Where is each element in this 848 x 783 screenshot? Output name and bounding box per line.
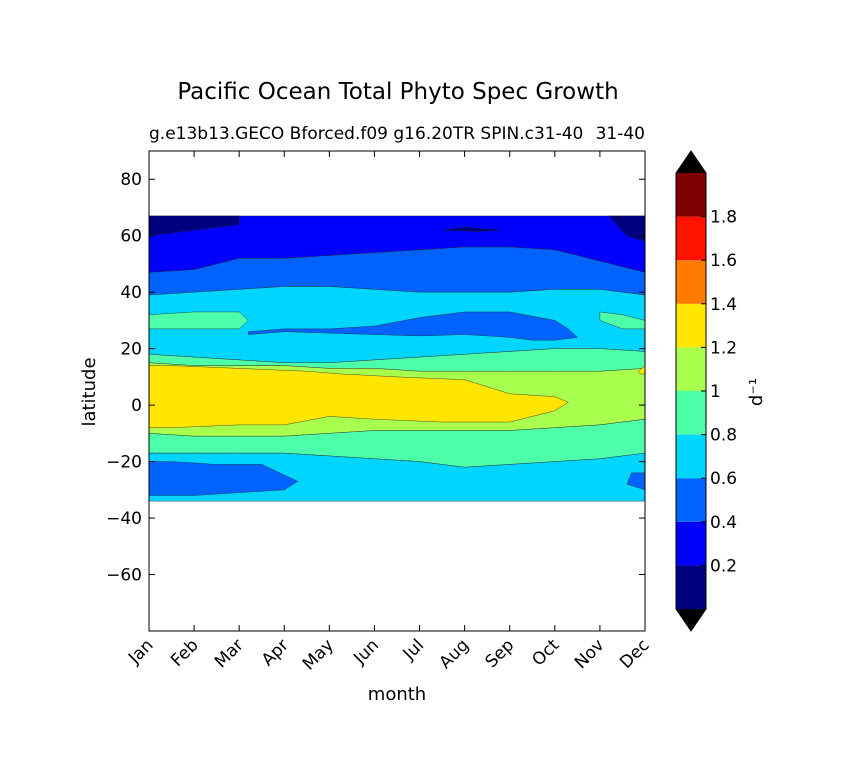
contour-patch-7 bbox=[149, 215, 240, 236]
colorbar-extend-bottom bbox=[676, 609, 706, 631]
x-tick-label: Jul bbox=[399, 635, 428, 664]
contour-patch-5 bbox=[149, 461, 299, 496]
colorbar-tick-label: 1 bbox=[710, 382, 721, 402]
chart-title: Pacific Ocean Total Phyto Spec Growth bbox=[177, 79, 618, 105]
x-tick-label: May bbox=[299, 635, 338, 674]
x-tick-label: Aug bbox=[436, 635, 474, 673]
contour-fill-layer bbox=[149, 215, 645, 502]
colorbar-segment bbox=[676, 260, 706, 304]
colorbar-segment bbox=[676, 565, 706, 609]
colorbar-segment bbox=[676, 434, 706, 479]
y-axis-label: latitude bbox=[79, 357, 100, 426]
contour-patch-9 bbox=[442, 227, 501, 232]
x-tick-label: Jan bbox=[124, 635, 157, 668]
y-tick-label: −40 bbox=[106, 509, 142, 529]
x-tick-label: Oct bbox=[528, 635, 563, 670]
contour-patch-8 bbox=[608, 215, 645, 242]
colorbar-segment bbox=[676, 521, 706, 566]
y-tick-label: 80 bbox=[120, 170, 142, 190]
colorbar-outline bbox=[675, 150, 707, 632]
x-tick-label: Mar bbox=[211, 635, 248, 672]
contour-patch-0 bbox=[149, 365, 569, 428]
x-tick-label: Apr bbox=[258, 635, 293, 670]
contour-plot: Jan Feb Mar Apr May Jun Jul Aug Sep Oct Nov Dec 80 6… bbox=[106, 150, 654, 674]
y-tick-label: 0 bbox=[131, 396, 142, 416]
colorbar-tick-label: 1.8 bbox=[710, 208, 737, 228]
colorbar-label: d⁻¹ bbox=[746, 378, 767, 406]
colorbar-segment bbox=[676, 391, 706, 435]
colorbar-extend-top bbox=[676, 151, 706, 173]
y-axis: 80 60 40 20 0 −20 −40 −60 bbox=[106, 170, 645, 586]
colorbar-tick-label: 0.4 bbox=[710, 513, 737, 533]
colorbar-segment bbox=[676, 478, 706, 522]
x-axis-label: month bbox=[368, 684, 426, 705]
plot-frame bbox=[148, 150, 646, 632]
y-tick-label: −60 bbox=[106, 566, 142, 586]
x-tick-label: Feb bbox=[167, 635, 202, 670]
chart-subtitle: g.e13b13.GECO Bforced.f09 g16.20TR SPIN.… bbox=[149, 124, 583, 144]
colorbar-segment bbox=[676, 216, 706, 261]
contour-patch-2 bbox=[247, 311, 578, 341]
colorbar-tick-label: 1.4 bbox=[710, 295, 737, 315]
contour-patch-3 bbox=[149, 311, 249, 330]
colorbar-segment bbox=[676, 173, 706, 217]
colorbar-tick-label: 0.2 bbox=[710, 556, 737, 576]
x-tick-label: Dec bbox=[616, 635, 653, 672]
x-tick-label: Sep bbox=[481, 635, 518, 672]
colorbar-tick-label: 1.6 bbox=[710, 251, 737, 271]
colorbar-segment bbox=[676, 303, 706, 348]
contour-patch-4 bbox=[599, 311, 645, 330]
y-tick-label: −20 bbox=[106, 453, 142, 473]
y-tick-label: 60 bbox=[120, 227, 142, 247]
colorbar-tick-label: 1.2 bbox=[710, 338, 737, 358]
y-tick-label: 40 bbox=[120, 283, 142, 303]
colorbar-segment bbox=[676, 347, 706, 391]
y-tick-label: 20 bbox=[120, 340, 142, 360]
contour-patch-6 bbox=[626, 472, 645, 491]
contour-patch-1 bbox=[637, 365, 645, 375]
colorbar-tick-label: 0.8 bbox=[710, 426, 737, 446]
x-tick-label: Nov bbox=[571, 635, 609, 673]
chart-subtitle-right: 31-40 bbox=[596, 124, 645, 144]
x-tick-label: Jun bbox=[349, 635, 383, 669]
colorbar-tick-label: 0.6 bbox=[710, 469, 737, 489]
colorbar: 0.2 0.4 0.6 0.8 1 1.2 1.4 1.6 1.8 bbox=[675, 150, 737, 632]
